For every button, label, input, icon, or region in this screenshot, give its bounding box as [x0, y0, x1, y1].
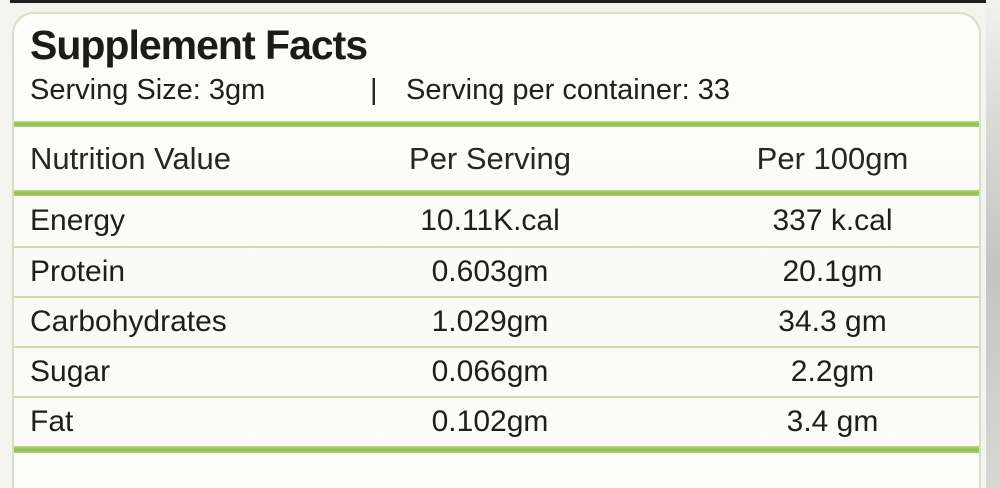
header-nutrition-value: Nutrition Value — [30, 140, 232, 176]
nutrient-name: Fat — [30, 405, 74, 439]
servings-per-container-text: Serving per container: 33 — [406, 74, 731, 107]
per-100gm-value: 34.3 gm — [778, 305, 887, 339]
divider-bar-top — [14, 121, 979, 128]
header-per-serving: Per Serving — [409, 140, 571, 176]
table-row-fat: Fat 0.102gm 3.4 gm — [14, 396, 979, 446]
right-edge-shadow — [986, 0, 1000, 488]
supplement-facts-panel: Supplement Facts Serving Size: 3gm | Ser… — [12, 12, 981, 488]
footer-whitespace — [14, 453, 979, 473]
per-100gm-value: 20.1gm — [782, 255, 883, 289]
label-title: Supplement Facts — [30, 22, 368, 68]
per-serving-value: 0.102gm — [431, 405, 549, 439]
nutrient-name: Protein — [30, 255, 126, 289]
table-row-energy: Energy 10.11K.cal 337 k.cal — [14, 196, 979, 246]
top-dark-line — [10, 0, 992, 3]
serving-info-line: Serving Size: 3gm | Serving per containe… — [30, 74, 963, 107]
nutrient-name: Sugar — [30, 355, 111, 389]
per-serving-value: 10.11K.cal — [420, 204, 560, 238]
nutrient-name: Energy — [30, 204, 126, 238]
per-100gm-value: 3.4 gm — [786, 405, 879, 439]
table-row-carbohydrates: Carbohydrates 1.029gm 34.3 gm — [14, 296, 979, 346]
serving-separator: | — [370, 74, 378, 107]
table-row-sugar: Sugar 0.066gm 2.2gm — [14, 346, 979, 396]
per-serving-value: 1.029gm — [431, 305, 549, 339]
table-row-protein: Protein 0.603gm 20.1gm — [14, 246, 979, 296]
divider-bar-bottom — [14, 446, 979, 454]
header-per-100gm: Per 100gm — [756, 140, 909, 176]
table-header-row: Nutrition Value Per Serving Per 100gm — [14, 127, 979, 190]
per-serving-value: 0.066gm — [431, 355, 549, 389]
per-100gm-value: 337 k.cal — [772, 204, 893, 238]
per-100gm-value: 2.2gm — [790, 355, 875, 389]
serving-size-text: Serving Size: 3gm — [30, 74, 266, 107]
nutrient-name: Carbohydrates — [30, 305, 227, 339]
nutrition-table-body: Energy 10.11K.cal 337 k.cal Protein 0.60… — [14, 196, 979, 446]
per-serving-value: 0.603gm — [431, 255, 549, 289]
divider-bar-header-bottom — [14, 190, 979, 197]
label-header: Supplement Facts Serving Size: 3gm | Ser… — [14, 14, 979, 107]
